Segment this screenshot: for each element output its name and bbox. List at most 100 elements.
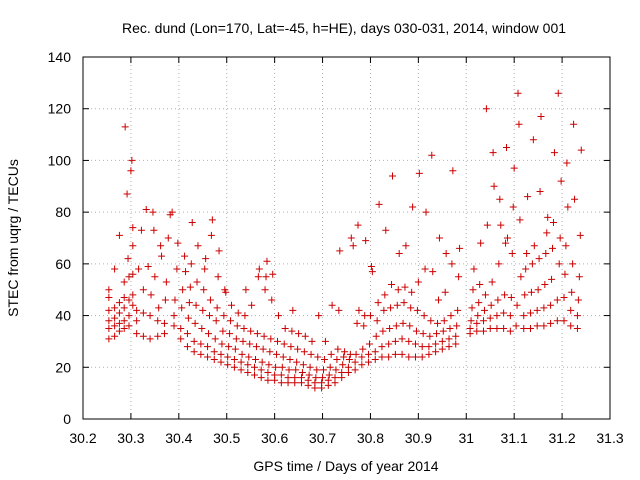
data-point-marker <box>553 317 561 325</box>
data-point-marker <box>300 348 308 356</box>
data-point-marker <box>173 265 181 273</box>
data-point-marker <box>400 299 408 307</box>
data-point-marker <box>307 350 315 358</box>
data-point-marker <box>441 288 449 296</box>
data-point-marker <box>449 167 457 175</box>
data-point-marker <box>360 322 368 330</box>
data-point-marker <box>269 270 277 278</box>
data-point-marker <box>577 146 585 154</box>
data-point-marker <box>127 167 135 175</box>
data-point-marker <box>334 345 342 353</box>
data-point-marker <box>197 340 205 348</box>
data-point-marker <box>486 314 494 322</box>
data-point-marker <box>339 361 347 369</box>
data-point-marker <box>154 332 162 340</box>
data-point-marker <box>543 229 551 237</box>
data-point-marker <box>486 325 494 332</box>
data-point-marker <box>251 356 259 364</box>
grid-lines <box>82 56 611 420</box>
data-point-marker <box>358 361 366 369</box>
data-point-marker <box>452 340 460 348</box>
data-point-marker <box>438 345 446 353</box>
data-point-marker <box>409 203 417 211</box>
data-point-marker <box>225 343 233 351</box>
data-point-marker <box>237 366 245 374</box>
data-point-marker <box>433 330 441 338</box>
data-point-marker <box>174 239 182 247</box>
x-tick-label: 30.9 <box>405 430 432 446</box>
data-point-marker <box>487 301 495 309</box>
data-point-marker <box>489 149 497 157</box>
data-point-marker <box>204 353 212 361</box>
data-point-marker <box>226 330 234 338</box>
data-point-marker <box>576 231 584 239</box>
data-point-marker <box>421 265 429 273</box>
data-point-marker <box>336 247 344 255</box>
data-point-marker <box>308 337 316 345</box>
data-point-marker <box>129 291 137 299</box>
data-point-marker <box>560 317 568 325</box>
data-point-marker <box>129 224 137 232</box>
data-point-marker <box>135 265 143 273</box>
data-point-marker <box>385 340 393 348</box>
y-tick-label: 80 <box>55 204 71 220</box>
data-point-marker <box>338 368 346 376</box>
data-point-marker <box>224 353 232 361</box>
data-point-marker <box>325 371 333 379</box>
data-point-marker <box>319 374 327 382</box>
data-point-marker <box>146 312 154 320</box>
data-point-marker <box>520 312 528 320</box>
data-point-marker <box>125 322 133 330</box>
data-point-marker <box>115 327 123 335</box>
data-point-marker <box>149 208 157 216</box>
data-point-marker <box>188 218 196 226</box>
data-point-marker <box>445 343 453 351</box>
data-point-marker <box>480 317 488 325</box>
data-point-marker <box>297 374 305 382</box>
data-point-marker <box>386 325 394 332</box>
data-point-marker <box>359 345 367 353</box>
data-point-marker <box>501 291 509 299</box>
data-point-marker <box>219 327 227 335</box>
data-point-marker <box>105 335 113 343</box>
data-point-marker <box>120 317 128 325</box>
data-point-marker <box>574 296 582 304</box>
data-point-marker <box>121 123 129 131</box>
data-point-marker <box>481 291 489 299</box>
data-point-marker <box>358 353 366 361</box>
data-point-marker <box>388 281 396 289</box>
x-tick-label: 31.3 <box>596 430 623 446</box>
data-point-marker <box>111 304 119 312</box>
data-point-marker <box>517 273 525 281</box>
data-point-marker <box>378 343 386 351</box>
data-point-marker <box>407 304 415 312</box>
data-point-marker <box>510 164 518 172</box>
data-point-marker <box>405 337 413 345</box>
data-point-marker <box>105 325 113 332</box>
data-point-marker <box>392 322 400 330</box>
data-point-marker <box>490 182 498 190</box>
data-point-marker <box>287 343 295 351</box>
data-point-marker <box>388 172 396 180</box>
data-point-marker <box>496 195 504 203</box>
data-point-marker <box>475 299 483 307</box>
data-point-marker <box>326 363 334 371</box>
data-point-marker <box>488 278 496 286</box>
data-point-marker <box>537 112 545 120</box>
data-point-marker <box>408 288 416 296</box>
data-point-marker <box>567 306 575 314</box>
data-point-marker <box>331 374 339 382</box>
data-point-marker <box>241 312 249 320</box>
data-point-marker <box>261 286 269 294</box>
x-tick-label: 30.2 <box>69 430 96 446</box>
data-point-marker <box>251 363 259 371</box>
data-point-marker <box>285 366 293 374</box>
data-point-marker <box>111 332 119 340</box>
data-point-marker <box>146 335 154 343</box>
data-point-marker <box>105 317 113 325</box>
data-point-marker <box>252 343 260 351</box>
data-point-marker <box>288 327 296 335</box>
data-point-marker <box>120 293 128 301</box>
data-point-marker <box>286 356 294 364</box>
